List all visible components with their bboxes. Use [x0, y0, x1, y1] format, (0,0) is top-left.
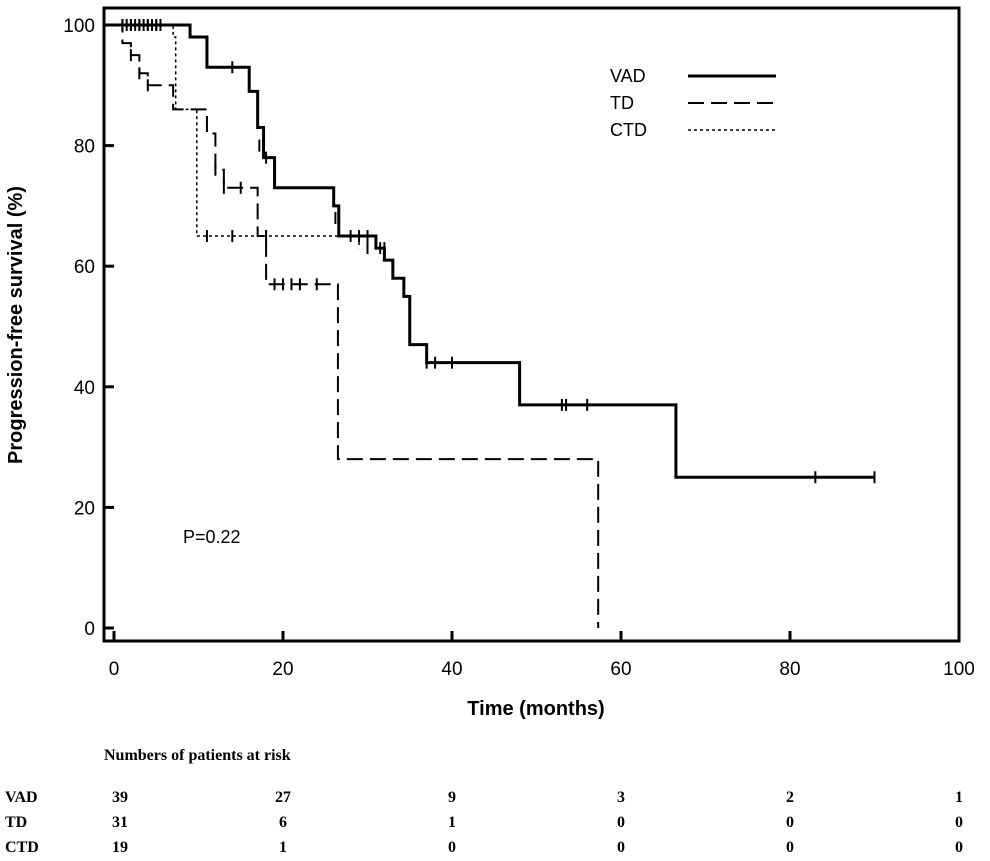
risk-cell: 0	[786, 839, 794, 856]
risk-cell: 0	[955, 814, 963, 831]
risk-cell: 1	[279, 839, 287, 856]
series-line-vad	[114, 23, 875, 479]
y-tick-label: 100	[63, 16, 95, 37]
risk-row-label: TD	[5, 814, 27, 831]
risk-table-rows: VAD 39 27 9 3 2 1 TD 31 6 1 0 0 0 CTD 19 1 0 0 0 0	[5, 789, 963, 856]
y-tick-label: 20	[74, 498, 95, 519]
legend-label-ctd: CTD	[610, 120, 647, 140]
risk-cell: 3	[617, 789, 625, 806]
x-axis-title: Time (months)	[467, 698, 604, 720]
x-tick-label: 80	[779, 659, 800, 680]
risk-cell: 0	[617, 814, 625, 831]
risk-row-label: VAD	[5, 789, 38, 806]
plot-frame	[102, 6, 961, 643]
risk-cell: 6	[279, 814, 287, 831]
p-value-annotation: P=0.22	[183, 527, 241, 547]
risk-table-title: Numbers of patients at risk	[104, 747, 291, 764]
risk-cell: 39	[112, 789, 128, 806]
legend-label-td: TD	[610, 93, 634, 113]
x-axis-ticks: 0 20 40 60 80 100	[109, 631, 975, 680]
risk-cell: 1	[448, 814, 456, 831]
risk-cell: 2	[786, 789, 794, 806]
risk-cell: 27	[275, 789, 291, 806]
legend: VAD TD CTD	[610, 66, 776, 140]
y-tick-label: 60	[74, 257, 95, 278]
risk-cell: 0	[786, 814, 794, 831]
legend-label-vad: VAD	[610, 66, 646, 86]
x-tick-label: 0	[109, 659, 120, 680]
y-axis-title: Progression-free survival (%)	[5, 186, 27, 464]
risk-row-label: CTD	[5, 839, 39, 856]
y-axis-ticks: 0 20 40 60 80 100	[63, 16, 114, 640]
x-tick-label: 60	[610, 659, 631, 680]
x-tick-label: 20	[272, 659, 293, 680]
risk-cell: 9	[448, 789, 456, 806]
risk-cell: 1	[955, 789, 963, 806]
y-tick-label: 40	[74, 378, 95, 399]
y-tick-label: 0	[84, 619, 95, 640]
survival-curves	[114, 19, 876, 628]
risk-cell: 0	[955, 839, 963, 856]
risk-table: Numbers of patients at risk VAD 39 27 9 3 2 1 T…	[5, 747, 963, 856]
x-tick-label: 100	[943, 659, 975, 680]
x-tick-label: 40	[441, 659, 462, 680]
risk-cell: 19	[112, 839, 128, 856]
y-tick-label: 80	[74, 137, 95, 158]
risk-cell: 0	[617, 839, 625, 856]
series-line-td	[114, 24, 600, 628]
series-line-ctd	[114, 24, 360, 249]
risk-cell: 0	[448, 839, 456, 856]
risk-cell: 31	[112, 814, 128, 831]
